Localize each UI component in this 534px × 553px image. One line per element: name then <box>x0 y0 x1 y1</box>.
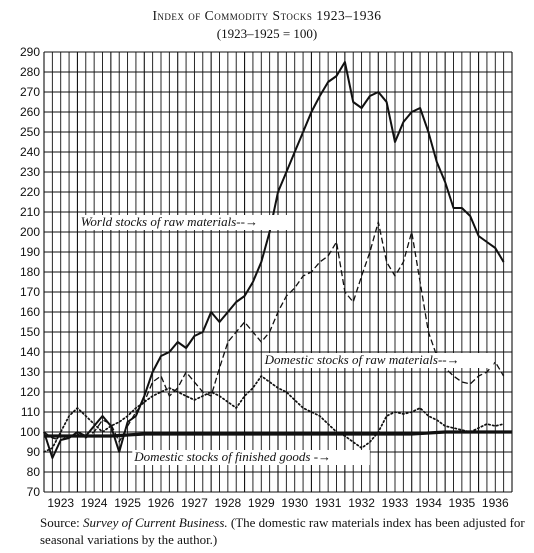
x-tick-label: 1929 <box>248 496 275 510</box>
y-tick-label: 260 <box>20 105 40 119</box>
x-tick-label: 1925 <box>114 496 141 510</box>
series-line-1 <box>43 221 505 443</box>
x-tick-label: 1935 <box>449 496 476 510</box>
y-tick-label: 70 <box>27 485 41 499</box>
y-tick-label: 180 <box>20 265 40 279</box>
y-tick-label: 290 <box>20 45 40 59</box>
y-tick-label: 160 <box>20 305 40 319</box>
source-note-text: (The domestic raw materials index has be… <box>40 515 525 547</box>
y-tick-label: 230 <box>20 165 40 179</box>
x-tick-label: 1936 <box>482 496 509 510</box>
x-tick-label: 1931 <box>315 496 342 510</box>
y-tick-label: 90 <box>27 445 41 459</box>
series-annotation-1: Domestic stocks of raw materials--→ <box>264 352 460 367</box>
x-tick-label: 1934 <box>415 496 442 510</box>
source-label: Source: <box>40 515 80 530</box>
x-tick-label: 1928 <box>215 496 242 510</box>
y-tick-label: 130 <box>20 365 40 379</box>
annotation-bg <box>132 450 370 465</box>
chart-series <box>43 61 512 459</box>
y-tick-label: 140 <box>20 345 40 359</box>
x-axis-ticks: 1923 1924 1925 1926 1927 1928 1929 1930 1931 1932… <box>47 496 509 510</box>
chart-grid <box>43 51 513 493</box>
series-line-0 <box>43 61 505 459</box>
chart-annotations: World stocks of raw materials--→ Domestic… <box>78 214 494 465</box>
source-note: Source: Survey of Current Business. (The… <box>40 514 530 548</box>
y-tick-label: 110 <box>21 405 40 419</box>
series-line-3 <box>44 430 512 438</box>
x-tick-label: 1932 <box>348 496 375 510</box>
y-tick-label: 190 <box>20 245 40 259</box>
y-tick-label: 120 <box>20 385 40 399</box>
y-tick-label: 280 <box>20 65 40 79</box>
y-tick-label: 150 <box>20 325 40 339</box>
y-tick-label: 200 <box>20 225 40 239</box>
y-tick-label: 170 <box>20 285 40 299</box>
source-publication: Survey of Current Business. <box>82 515 228 530</box>
y-axis-ticks: 70 80 90 100 110 120 130 140 150 160 170 180 190 200 2… <box>20 45 40 499</box>
annotation-bg <box>262 353 494 368</box>
chart-title: Index of Commodity Stocks 1923–1936 <box>152 8 382 23</box>
chart-subtitle: (1923–1925 = 100) <box>216 26 318 41</box>
x-tick-label: 1930 <box>281 496 308 510</box>
y-tick-label: 80 <box>27 465 41 479</box>
x-tick-label: 1926 <box>148 496 175 510</box>
series-annotation-0: World stocks of raw materials--→ <box>81 214 258 229</box>
series-line-2 <box>43 375 505 453</box>
y-tick-label: 240 <box>20 145 40 159</box>
x-tick-label: 1927 <box>181 496 208 510</box>
y-tick-label: 270 <box>20 85 40 99</box>
x-tick-label: 1923 <box>47 496 74 510</box>
y-tick-label: 250 <box>20 125 40 139</box>
y-tick-label: 100 <box>20 425 40 439</box>
y-tick-label: 210 <box>20 205 40 219</box>
y-tick-label: 220 <box>20 185 40 199</box>
x-tick-label: 1924 <box>81 496 108 510</box>
series-annotation-2: Domestic stocks of finished goods -→ <box>133 449 331 464</box>
x-tick-label: 1933 <box>382 496 409 510</box>
annotation-bg <box>78 215 290 230</box>
